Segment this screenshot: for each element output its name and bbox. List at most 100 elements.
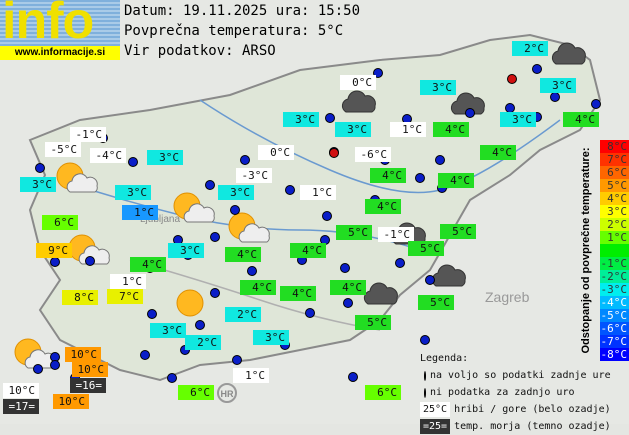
station-dot[interactable] [210, 288, 220, 298]
station-dot-no-data[interactable] [507, 74, 517, 84]
deviation-scale: 8°C 7°C 6°C 5°C 4°C 3°C 2°C 1°C -1°C -2°C -3°C -4°C… [600, 140, 629, 361]
scale-step: 7°C [600, 153, 629, 166]
station-temp-label: 3°C [115, 185, 151, 200]
station-temp-label: 4°C [280, 286, 316, 301]
legend-dark: temp. morja (temno ozadje) [454, 421, 611, 432]
station-dot[interactable] [50, 360, 60, 370]
station-dot[interactable] [532, 64, 542, 74]
station-temp-label: 10°C [72, 362, 108, 377]
station-dot[interactable] [415, 173, 425, 183]
red-dot-icon [424, 387, 426, 398]
country-hr: HR [221, 389, 234, 399]
avg-temp-line: Povprečna temperatura: 5°C [124, 23, 344, 39]
station-temp-label: 4°C [365, 199, 401, 214]
station-temp-label: 5°C [440, 224, 476, 239]
partly-cloudy-icon [173, 190, 219, 228]
station-dot[interactable] [205, 180, 215, 190]
station-dot[interactable] [50, 257, 60, 267]
station-dot[interactable] [33, 364, 43, 374]
station-temp-label: 3°C [147, 150, 183, 165]
scale-step: -2°C [600, 270, 629, 283]
station-temp-label: -6°C [355, 147, 391, 162]
cloud-icon [447, 90, 487, 120]
station-temp-label: 0°C [258, 145, 294, 160]
map-background: Ljubljana Zagreb HR [28, 33, 602, 403]
partly-cloudy-icon [228, 210, 274, 248]
station-dot[interactable] [210, 232, 220, 242]
station-dot[interactable] [305, 308, 315, 318]
station-dot[interactable] [325, 113, 335, 123]
station-temp-label: -1°C [70, 127, 106, 142]
station-temp-label: 3°C [283, 112, 319, 127]
station-dot-no-data[interactable] [329, 148, 339, 158]
station-dot[interactable] [247, 266, 257, 276]
station-dot[interactable] [35, 163, 45, 173]
station-temp-label: 0°C [340, 75, 376, 90]
scale-step: -7°C [600, 335, 629, 348]
station-dot[interactable] [343, 298, 353, 308]
station-temp-label: 4°C [563, 112, 599, 127]
station-temp-label: 10°C [53, 394, 89, 409]
station-temp-label: 1°C [110, 274, 146, 289]
station-temp-label: 4°C [225, 247, 261, 262]
station-temp-label: -4°C [90, 148, 126, 163]
scale-step [600, 244, 629, 257]
station-dot[interactable] [285, 185, 295, 195]
date-line: Datum: 19.11.2025 ura: 15:50 [124, 3, 361, 19]
station-dot[interactable] [435, 155, 445, 165]
station-dot[interactable] [591, 99, 601, 109]
station-temp-label: 2°C [512, 41, 548, 56]
station-temp-label: 3°C [20, 177, 56, 192]
station-temp-label: 4°C [330, 280, 366, 295]
partly-cloudy-icon [14, 336, 60, 374]
station-temp-label: 5°C [336, 225, 372, 240]
legend-title: Legenda: [420, 353, 469, 364]
station-temp-label: 4°C [130, 257, 166, 272]
station-dot[interactable] [128, 157, 138, 167]
scale-step: 5°C [600, 179, 629, 192]
logo-url[interactable]: www.informacije.si [0, 46, 120, 60]
station-dot[interactable] [167, 373, 177, 383]
station-dot[interactable] [373, 68, 383, 78]
station-temp-label: 4°C [240, 280, 276, 295]
station-temp-label: 1°C [390, 122, 426, 137]
station-temp-label: 2°C [225, 307, 261, 322]
dark-swatch: =25= [420, 419, 451, 434]
scale-step: 3°C [600, 205, 629, 218]
station-temp-label: 1°C [233, 368, 269, 383]
city-ljubljana: Ljubljana [140, 214, 180, 225]
station-dot[interactable] [420, 335, 430, 345]
scale-step: -6°C [600, 322, 629, 335]
station-dot[interactable] [465, 108, 475, 118]
scale-step: 4°C [600, 192, 629, 205]
legend-blue: na voljo so podatki zadnje ure [430, 370, 611, 381]
station-temp-label: 3°C [168, 243, 204, 258]
station-dot[interactable] [85, 256, 95, 266]
station-temp-label: =17= [3, 399, 39, 414]
station-dot[interactable] [322, 211, 332, 221]
scale-step: 2°C [600, 218, 629, 231]
station-temp-label: 5°C [408, 241, 444, 256]
station-dot[interactable] [195, 320, 205, 330]
station-dot[interactable] [147, 309, 157, 319]
station-dot[interactable] [240, 155, 250, 165]
station-temp-label: 3°C [540, 78, 576, 93]
station-dot[interactable] [550, 92, 560, 102]
station-dot[interactable] [348, 372, 358, 382]
station-dot[interactable] [340, 263, 350, 273]
scale-step: 1°C [600, 231, 629, 244]
station-dot[interactable] [395, 258, 405, 268]
station-dot[interactable] [232, 355, 242, 365]
source-line: Vir podatkov: ARSO [124, 43, 276, 59]
cloud-icon [548, 40, 588, 70]
logo[interactable]: info www.informacije.si [0, 0, 120, 60]
city-zagreb: Zagreb [485, 289, 530, 305]
logo-text: info [2, 0, 94, 50]
station-dot[interactable] [425, 275, 435, 285]
station-temp-label: 3°C [150, 323, 186, 338]
station-dot[interactable] [230, 205, 240, 215]
station-temp-label: 4°C [480, 145, 516, 160]
station-temp-label: 5°C [418, 295, 454, 310]
station-temp-label: 9°C [36, 243, 72, 258]
station-dot[interactable] [140, 350, 150, 360]
